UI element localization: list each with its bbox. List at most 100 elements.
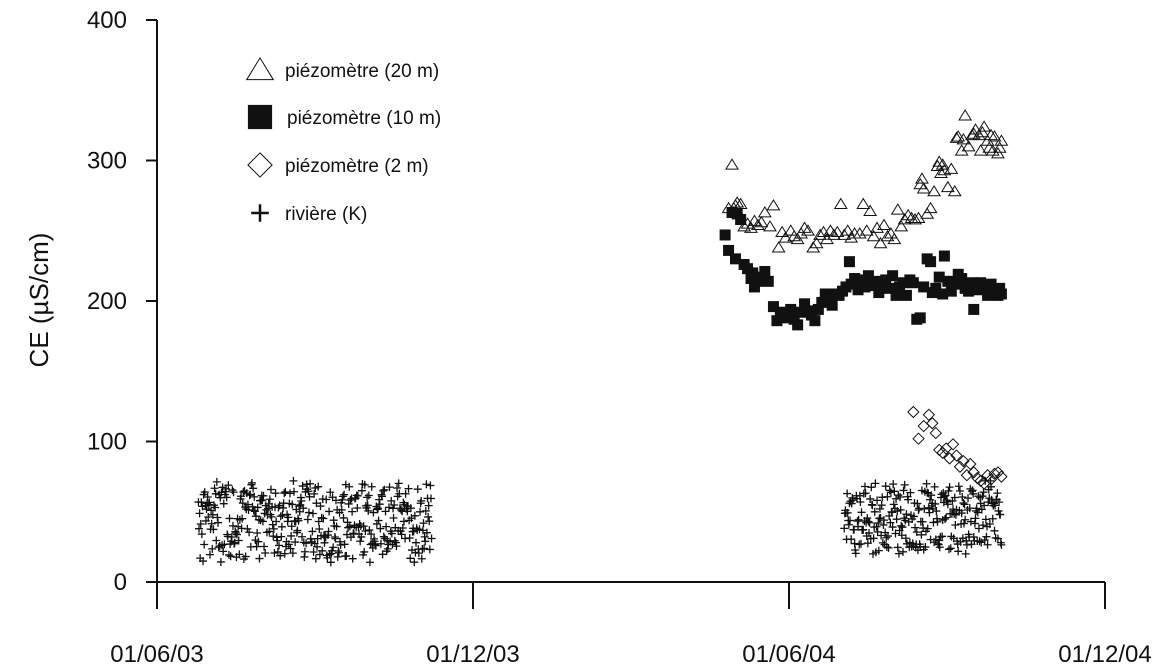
data-point-plus <box>379 486 388 495</box>
data-point-plus <box>208 544 217 553</box>
data-point-plus <box>410 511 419 520</box>
data-point-plus <box>339 513 348 522</box>
data-point-plus <box>929 518 938 527</box>
legend-label: piézomètre (10 m) <box>287 108 441 129</box>
data-point-square <box>767 301 779 313</box>
data-point-plus <box>224 550 233 559</box>
data-point-square <box>729 253 741 265</box>
data-point-plus <box>289 476 298 485</box>
data-point-square <box>890 289 902 301</box>
data-point-plus <box>943 500 952 509</box>
data-point-plus <box>856 539 865 548</box>
data-point-square <box>933 271 945 283</box>
legend-item: rivière (K) <box>251 204 367 225</box>
data-point-square <box>859 281 871 293</box>
data-point-square <box>826 299 838 311</box>
data-point-plus <box>938 532 947 541</box>
data-point-triangle <box>766 199 781 211</box>
data-point-plus <box>425 517 434 526</box>
data-point-diamond <box>991 466 1005 479</box>
data-point-plus <box>397 530 406 539</box>
data-point-plus <box>420 544 429 553</box>
data-point-triangle <box>975 125 990 138</box>
data-point-plus <box>211 489 220 498</box>
data-point-square <box>971 284 983 296</box>
data-point-diamond <box>907 405 920 419</box>
data-point-plus <box>210 484 219 493</box>
data-point-plus <box>364 506 373 515</box>
data-point-plus <box>889 480 898 489</box>
data-point-square <box>735 214 747 226</box>
data-point-plus <box>367 482 376 491</box>
data-point-plus <box>870 507 879 516</box>
data-point-plus <box>288 549 297 558</box>
data-point-square <box>949 278 961 290</box>
data-point-plus <box>294 516 303 525</box>
data-point-plus <box>376 524 385 533</box>
data-point-square <box>930 282 942 294</box>
data-point-triangle <box>837 228 852 240</box>
data-point-triangle <box>866 229 881 242</box>
data-point-plus <box>284 513 293 522</box>
data-point-plus <box>954 547 963 556</box>
data-point-plus <box>251 204 269 222</box>
data-point-plus <box>892 515 901 524</box>
data-point-plus <box>417 496 426 505</box>
data-point-plus <box>311 554 320 563</box>
data-point-plus <box>345 522 354 531</box>
data-point-square <box>966 277 978 289</box>
data-point-plus <box>334 548 343 557</box>
data-point-square <box>785 303 797 315</box>
data-point-plus <box>394 479 403 488</box>
y-tick-label: 300 <box>87 148 127 175</box>
data-point-plus <box>993 534 1002 543</box>
data-point-plus <box>277 532 286 541</box>
data-point-plus <box>361 527 370 535</box>
data-point-plus <box>927 491 936 500</box>
data-point-plus <box>324 527 333 536</box>
data-point-plus <box>266 485 275 494</box>
data-point-plus <box>422 528 431 537</box>
data-point-plus <box>894 491 903 500</box>
data-point-plus <box>205 498 214 507</box>
data-point-triangle <box>965 128 979 141</box>
y-tick-label: 200 <box>87 288 127 315</box>
data-point-plus <box>357 532 366 541</box>
data-point-plus <box>410 558 419 567</box>
data-point-plus <box>424 512 433 521</box>
x-tick-label: 01/06/04 <box>742 641 835 668</box>
data-point-plus <box>255 554 264 563</box>
data-point-plus <box>976 499 985 508</box>
data-point-plus <box>224 481 233 490</box>
data-point-plus <box>980 536 989 545</box>
data-point-square <box>747 267 759 279</box>
data-point-plus <box>425 545 434 554</box>
data-point-triangle <box>797 221 812 233</box>
data-point-plus <box>356 537 365 546</box>
data-point-plus <box>287 522 296 531</box>
data-point-plus <box>254 537 263 546</box>
x-tick-label: 01/06/03 <box>110 641 203 668</box>
data-point-plus <box>229 488 238 497</box>
data-point-square <box>852 284 864 296</box>
data-point-plus <box>387 496 396 505</box>
data-point-plus <box>893 543 902 552</box>
data-point-plus <box>249 506 258 515</box>
data-point-plus <box>329 543 338 552</box>
data-point-square <box>942 275 954 287</box>
data-point-plus <box>877 531 886 540</box>
data-point-diamond <box>943 452 956 465</box>
data-point-plus <box>843 489 852 498</box>
data-point-plus <box>972 504 981 513</box>
data-point-plus <box>864 517 873 526</box>
data-point-plus <box>259 491 268 500</box>
data-point-triangle <box>826 228 841 240</box>
data-point-square <box>771 315 783 327</box>
data-point-plus <box>235 550 244 559</box>
data-point-plus <box>995 498 1004 507</box>
data-point-plus <box>374 504 383 513</box>
data-point-plus <box>214 518 223 527</box>
data-point-triangle <box>984 128 998 141</box>
data-point-plus <box>280 549 289 558</box>
data-point-plus <box>237 492 246 501</box>
